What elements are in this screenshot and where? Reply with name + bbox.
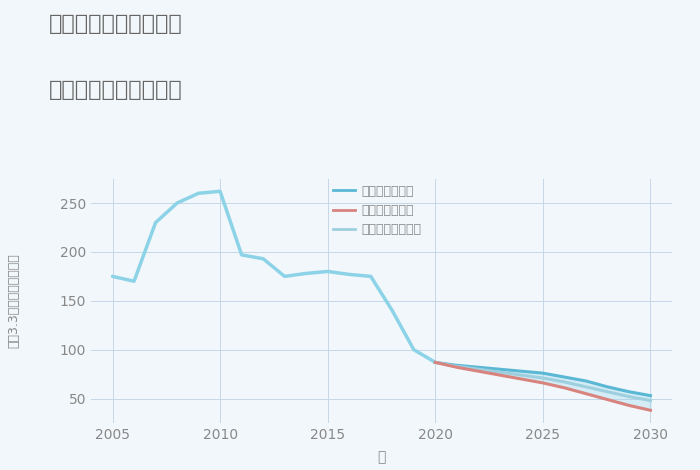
Text: 兵庫県高砂市曽根町の: 兵庫県高砂市曽根町の [49,14,183,34]
Text: 中古戸建ての価格推移: 中古戸建ての価格推移 [49,80,183,100]
Text: 坪（3.3㎡）単価（万円）: 坪（3.3㎡）単価（万円） [8,253,20,348]
X-axis label: 年: 年 [377,450,386,464]
Legend: グッドシナリオ, バッドシナリオ, ノーマルシナリオ: グッドシナリオ, バッドシナリオ, ノーマルシナリオ [333,185,421,236]
